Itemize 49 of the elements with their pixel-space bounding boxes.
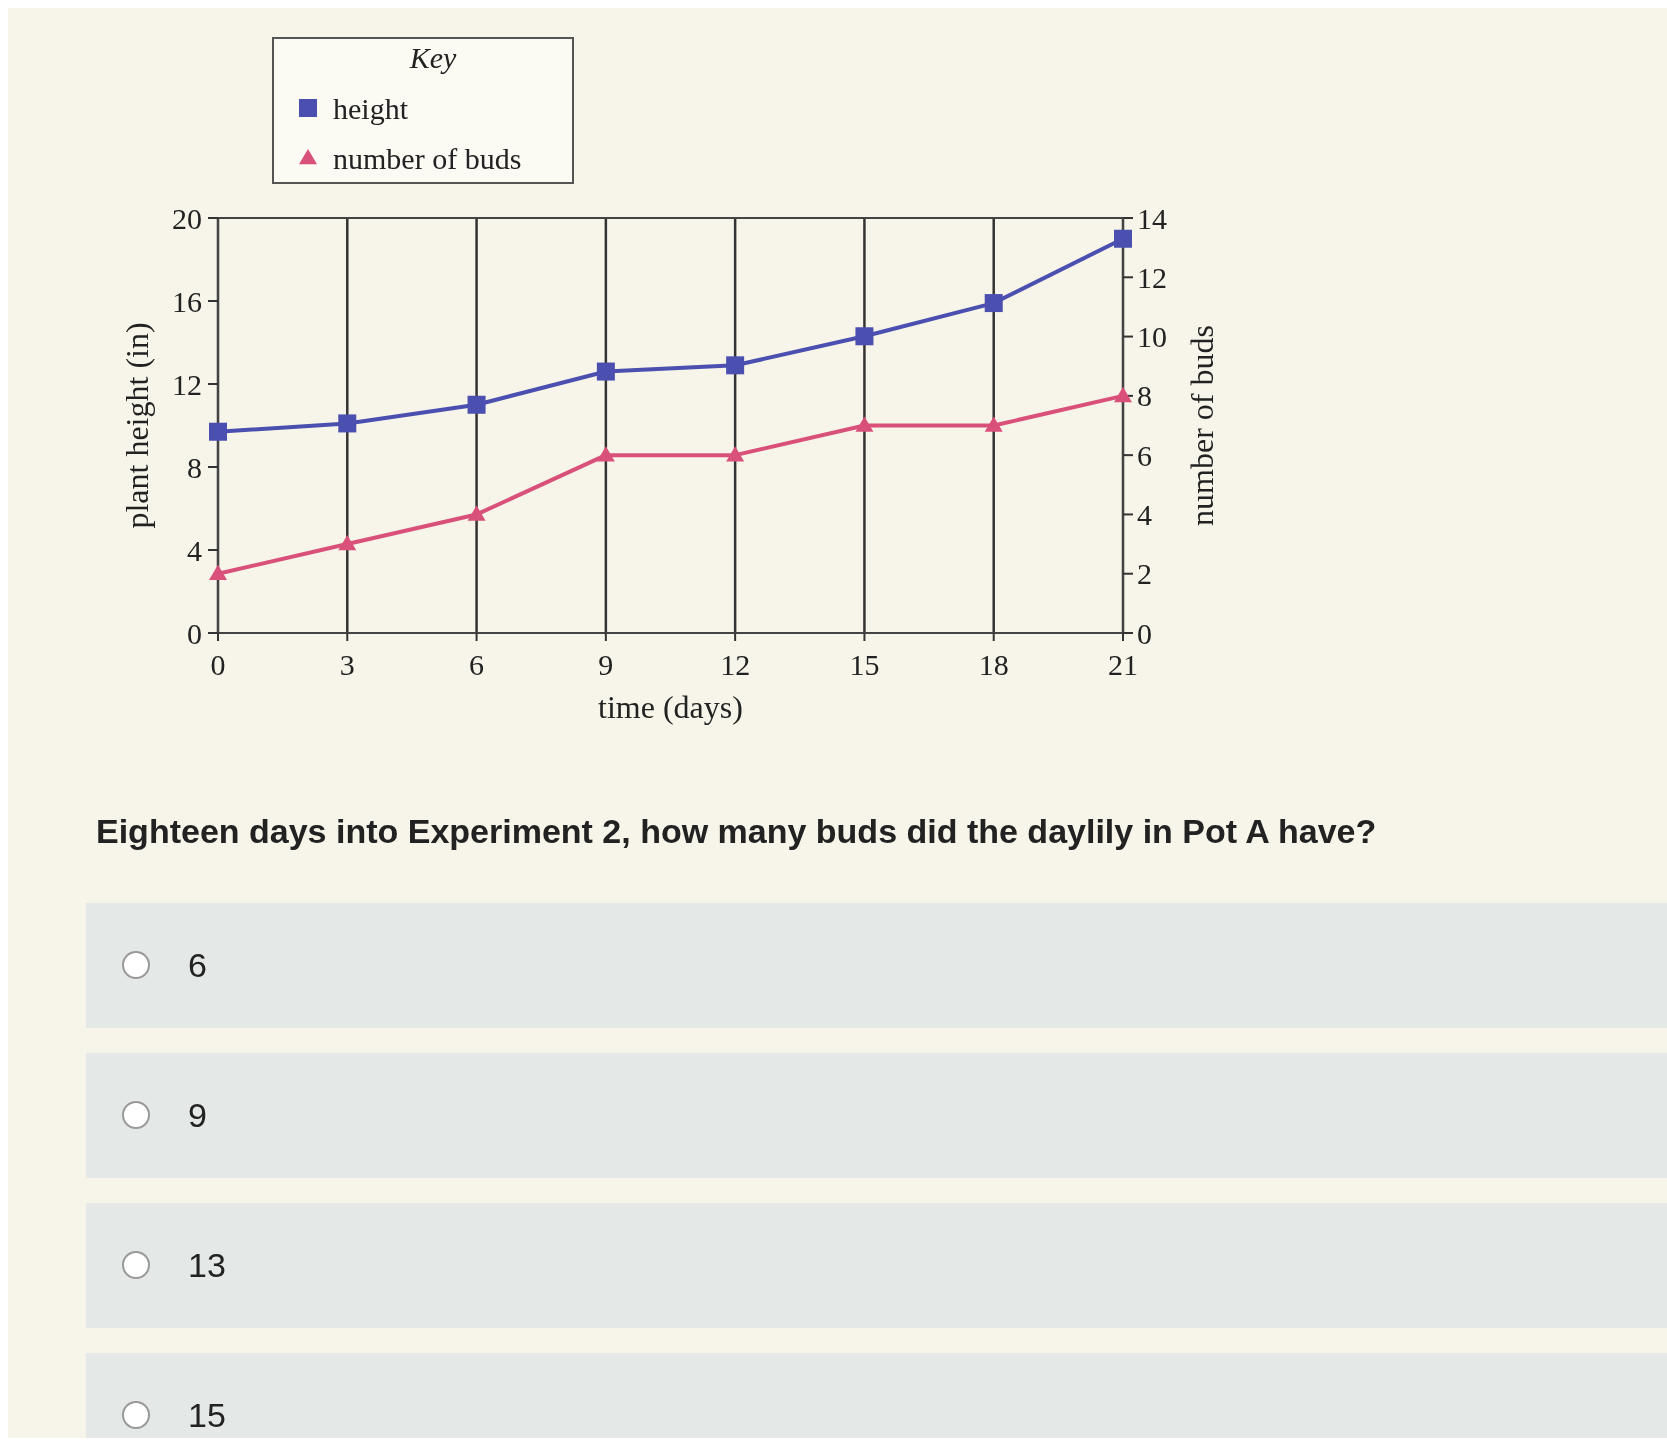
legend-label: number of buds — [333, 141, 522, 175]
text: 6 — [188, 945, 207, 984]
y-tick-label: 20 — [172, 201, 202, 235]
point — [984, 294, 1003, 313]
y-tick-label: 0 — [187, 616, 202, 650]
y2-tick-label: 10 — [1137, 320, 1167, 354]
point — [596, 446, 615, 462]
x-tick-label: 15 — [849, 648, 880, 681]
x-tick-label: 3 — [339, 648, 355, 681]
point — [1114, 386, 1132, 403]
x-tick-label: 0 — [210, 648, 226, 681]
x-tick-label: 18 — [978, 648, 1009, 681]
x-tick-label: 9 — [598, 648, 614, 681]
text: 9 — [188, 1095, 207, 1134]
y2-tick-label: 12 — [1137, 260, 1167, 294]
y-tick-label: 8 — [187, 450, 202, 484]
text: 13 — [188, 1245, 226, 1284]
y-axis-title: plant height (in) — [119, 322, 155, 529]
point — [467, 395, 486, 414]
x-tick-label: 12 — [720, 648, 751, 681]
point — [855, 327, 874, 346]
y2-axis-title: number of buds — [1184, 325, 1220, 526]
y2-tick-label: 2 — [1137, 557, 1152, 591]
point — [338, 535, 357, 551]
legend-label: height — [333, 91, 409, 125]
point — [467, 505, 486, 521]
text: 15 — [188, 1395, 226, 1434]
point — [726, 356, 745, 375]
point — [726, 446, 745, 462]
point — [209, 564, 227, 581]
x-tick-label: 6 — [469, 648, 485, 681]
legend-title: Key — [408, 41, 457, 74]
y2-tick-label: 14 — [1137, 201, 1167, 235]
y-tick-label: 4 — [187, 533, 202, 567]
x-axis-title: time (days) — [598, 689, 743, 725]
point — [596, 362, 615, 381]
y-tick-label: 12 — [172, 367, 202, 401]
y2-tick-label: 4 — [1137, 497, 1152, 531]
point — [855, 416, 874, 432]
point — [984, 416, 1003, 432]
y-tick-label: 16 — [172, 284, 202, 318]
point — [338, 414, 357, 433]
y2-tick-label: 0 — [1137, 616, 1152, 650]
x-tick-label: 21 — [1108, 648, 1138, 681]
y2-tick-label: 6 — [1137, 438, 1152, 472]
text: Eighteen days into Experiment 2, how many buds did the daylily in Pot A have? — [96, 812, 1377, 850]
point — [209, 422, 227, 441]
point — [1114, 229, 1132, 248]
y2-tick-label: 8 — [1137, 379, 1152, 413]
